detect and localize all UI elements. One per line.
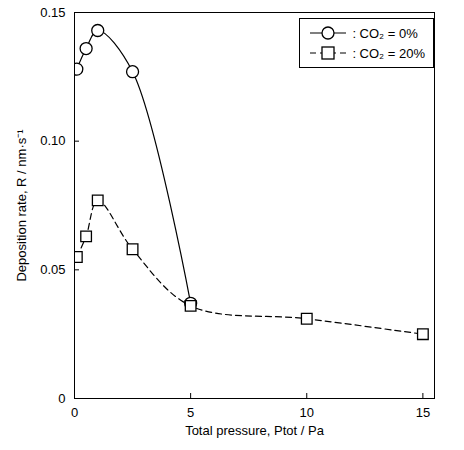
svg-text:Total pressure, Ptot / Pa: Total pressure, Ptot / Pa: [185, 423, 325, 438]
svg-text:0.15: 0.15: [40, 5, 65, 20]
html-text:: CO₂ = 0%: : CO₂ = 0%: [352, 25, 418, 41]
svg-text:0: 0: [58, 391, 65, 406]
svg-text:10: 10: [300, 405, 314, 420]
svg-text:5: 5: [187, 405, 194, 420]
svg-text:Deposition rate, R / nm·s⁻¹: Deposition rate, R / nm·s⁻¹: [14, 129, 29, 282]
svg-text:15: 15: [416, 405, 430, 420]
svg-text:0: 0: [71, 405, 78, 420]
html-text:: CO₂ = 20%: : CO₂ = 20%: [352, 45, 425, 61]
svg-text:0.05: 0.05: [40, 262, 65, 277]
svg-text:0.10: 0.10: [40, 133, 65, 148]
